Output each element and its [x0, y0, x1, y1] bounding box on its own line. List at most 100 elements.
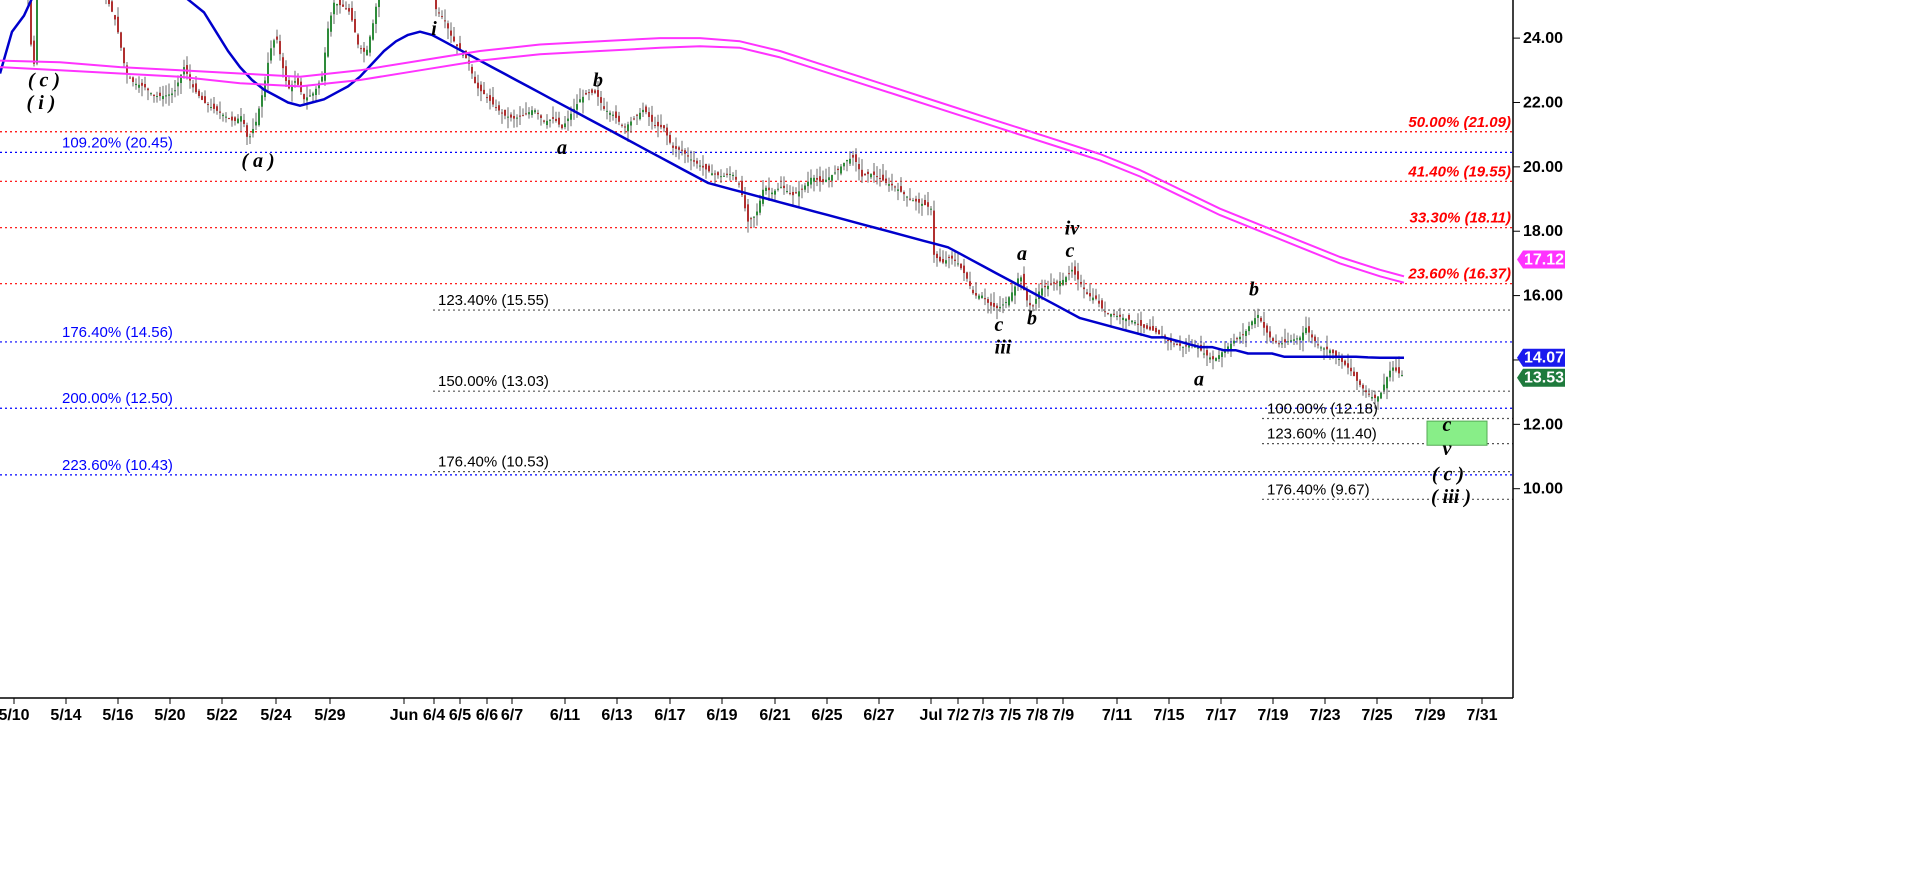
price-bar-body [312, 93, 314, 96]
price-bar-body [1320, 347, 1322, 349]
x-tick-label: 7/8 [1026, 707, 1048, 724]
price-bar-body [897, 189, 899, 191]
price-bar-body [477, 82, 479, 89]
price-bar-body [891, 183, 893, 186]
fib-label: 50.00% (21.09) [1408, 114, 1511, 131]
price-bar-body [1107, 312, 1109, 314]
price-bar-body [978, 295, 980, 299]
price-bar-body [111, 1, 113, 12]
price-bar-body [333, 2, 335, 15]
price-bar-body [639, 112, 641, 120]
price-badges: 17.12 14.07 13.53 [1517, 250, 1565, 387]
price-bar-body [549, 119, 551, 121]
price-bar-body [579, 99, 581, 103]
price-bar-body [165, 95, 167, 97]
price-bar-body [720, 176, 722, 178]
price-bar-body [513, 115, 515, 119]
price-bar-body [921, 203, 923, 206]
price-bar-body [378, 0, 380, 8]
price-bar-body [1383, 384, 1385, 391]
price-bar-body [1005, 302, 1007, 304]
x-tick-label: 7/17 [1205, 707, 1236, 724]
price-bar-body [492, 97, 494, 105]
price-bar-body [126, 65, 128, 75]
price-bar-body [867, 171, 869, 175]
price-bar-body [807, 181, 809, 187]
price-bar-body [738, 183, 740, 185]
target-zone-box [1426, 420, 1488, 446]
price-bar-body [159, 92, 161, 97]
price-bar-body [1125, 318, 1127, 322]
price-bar-body [681, 149, 683, 151]
price-bar-body [816, 177, 818, 180]
price-bar-body [588, 92, 590, 94]
price-bar-body [1395, 367, 1397, 371]
wave-label: ( c ) [28, 69, 60, 91]
price-bar-body [1089, 293, 1091, 297]
price-bars [27, 0, 1403, 410]
price-bar-body [1077, 271, 1079, 280]
wave-label: a [1017, 243, 1027, 265]
price-bar-body [204, 96, 206, 104]
price-bar-body [771, 192, 773, 195]
price-bar-body [603, 106, 605, 109]
price-bar-body [1032, 305, 1034, 307]
price-bar-body [354, 18, 356, 33]
price-bar-body [129, 77, 131, 79]
wave-label: ( i ) [27, 92, 56, 114]
price-bar-body [576, 104, 578, 110]
price-badge-label: 17.12 [1524, 252, 1564, 269]
price-bar-body [198, 90, 200, 97]
price-bar-body [861, 169, 863, 177]
price-bar-body [1251, 321, 1253, 326]
price-bar-body [1344, 360, 1346, 365]
price-bar-body [351, 7, 353, 21]
price-bar-body [945, 260, 947, 264]
price-bar-body [309, 95, 311, 97]
price-bar-body [120, 32, 122, 48]
price-bar-body [363, 47, 365, 52]
price-bar-body [1002, 304, 1004, 306]
price-badge-bg [1517, 348, 1565, 367]
moving-average-blue [0, 0, 1404, 359]
wave-label: ( a ) [241, 150, 274, 172]
price-bar-body [369, 36, 371, 53]
price-bar-body [1377, 396, 1379, 402]
x-tick-label: 6/25 [811, 707, 842, 724]
price-bar-body [1008, 297, 1010, 306]
price-bar-body [597, 90, 599, 97]
price-bar-body [1101, 300, 1103, 309]
price-bar-body [1284, 339, 1286, 343]
price-bar-body [489, 95, 491, 101]
price-bar-body [882, 174, 884, 181]
price-bar-body [1215, 358, 1217, 361]
price-bar-body [687, 155, 689, 157]
price-bar-body [825, 179, 827, 183]
x-tick-label: 6/27 [863, 707, 894, 724]
price-bar-body [744, 195, 746, 209]
price-bar-body [1290, 340, 1292, 342]
price-bar-body [171, 93, 173, 96]
price-bar-body [507, 116, 509, 118]
price-badge: 17.12 [1517, 250, 1565, 269]
price-bar-body [987, 299, 989, 303]
price-bar-body [993, 302, 995, 307]
price-bar-body [585, 92, 587, 95]
price-bar-body [330, 15, 332, 32]
price-bar-body [483, 89, 485, 95]
price-bar-body [114, 15, 116, 20]
price-bar-body [462, 54, 464, 56]
price-bar-body [306, 97, 308, 101]
price-bar-body [525, 113, 527, 115]
price-bar-body [375, 6, 377, 24]
price-bar-body [600, 97, 602, 103]
price-bar-body [441, 16, 443, 18]
fib-label: 109.20% (20.45) [62, 134, 173, 151]
price-bar-body [726, 173, 728, 175]
price-bar-body [732, 174, 734, 177]
price-bar-body [1392, 367, 1394, 371]
x-tick-label: 5/10 [0, 707, 30, 724]
x-tick-label: 5/14 [50, 707, 81, 724]
price-bar-body [651, 114, 653, 122]
price-bar-body [828, 177, 830, 181]
